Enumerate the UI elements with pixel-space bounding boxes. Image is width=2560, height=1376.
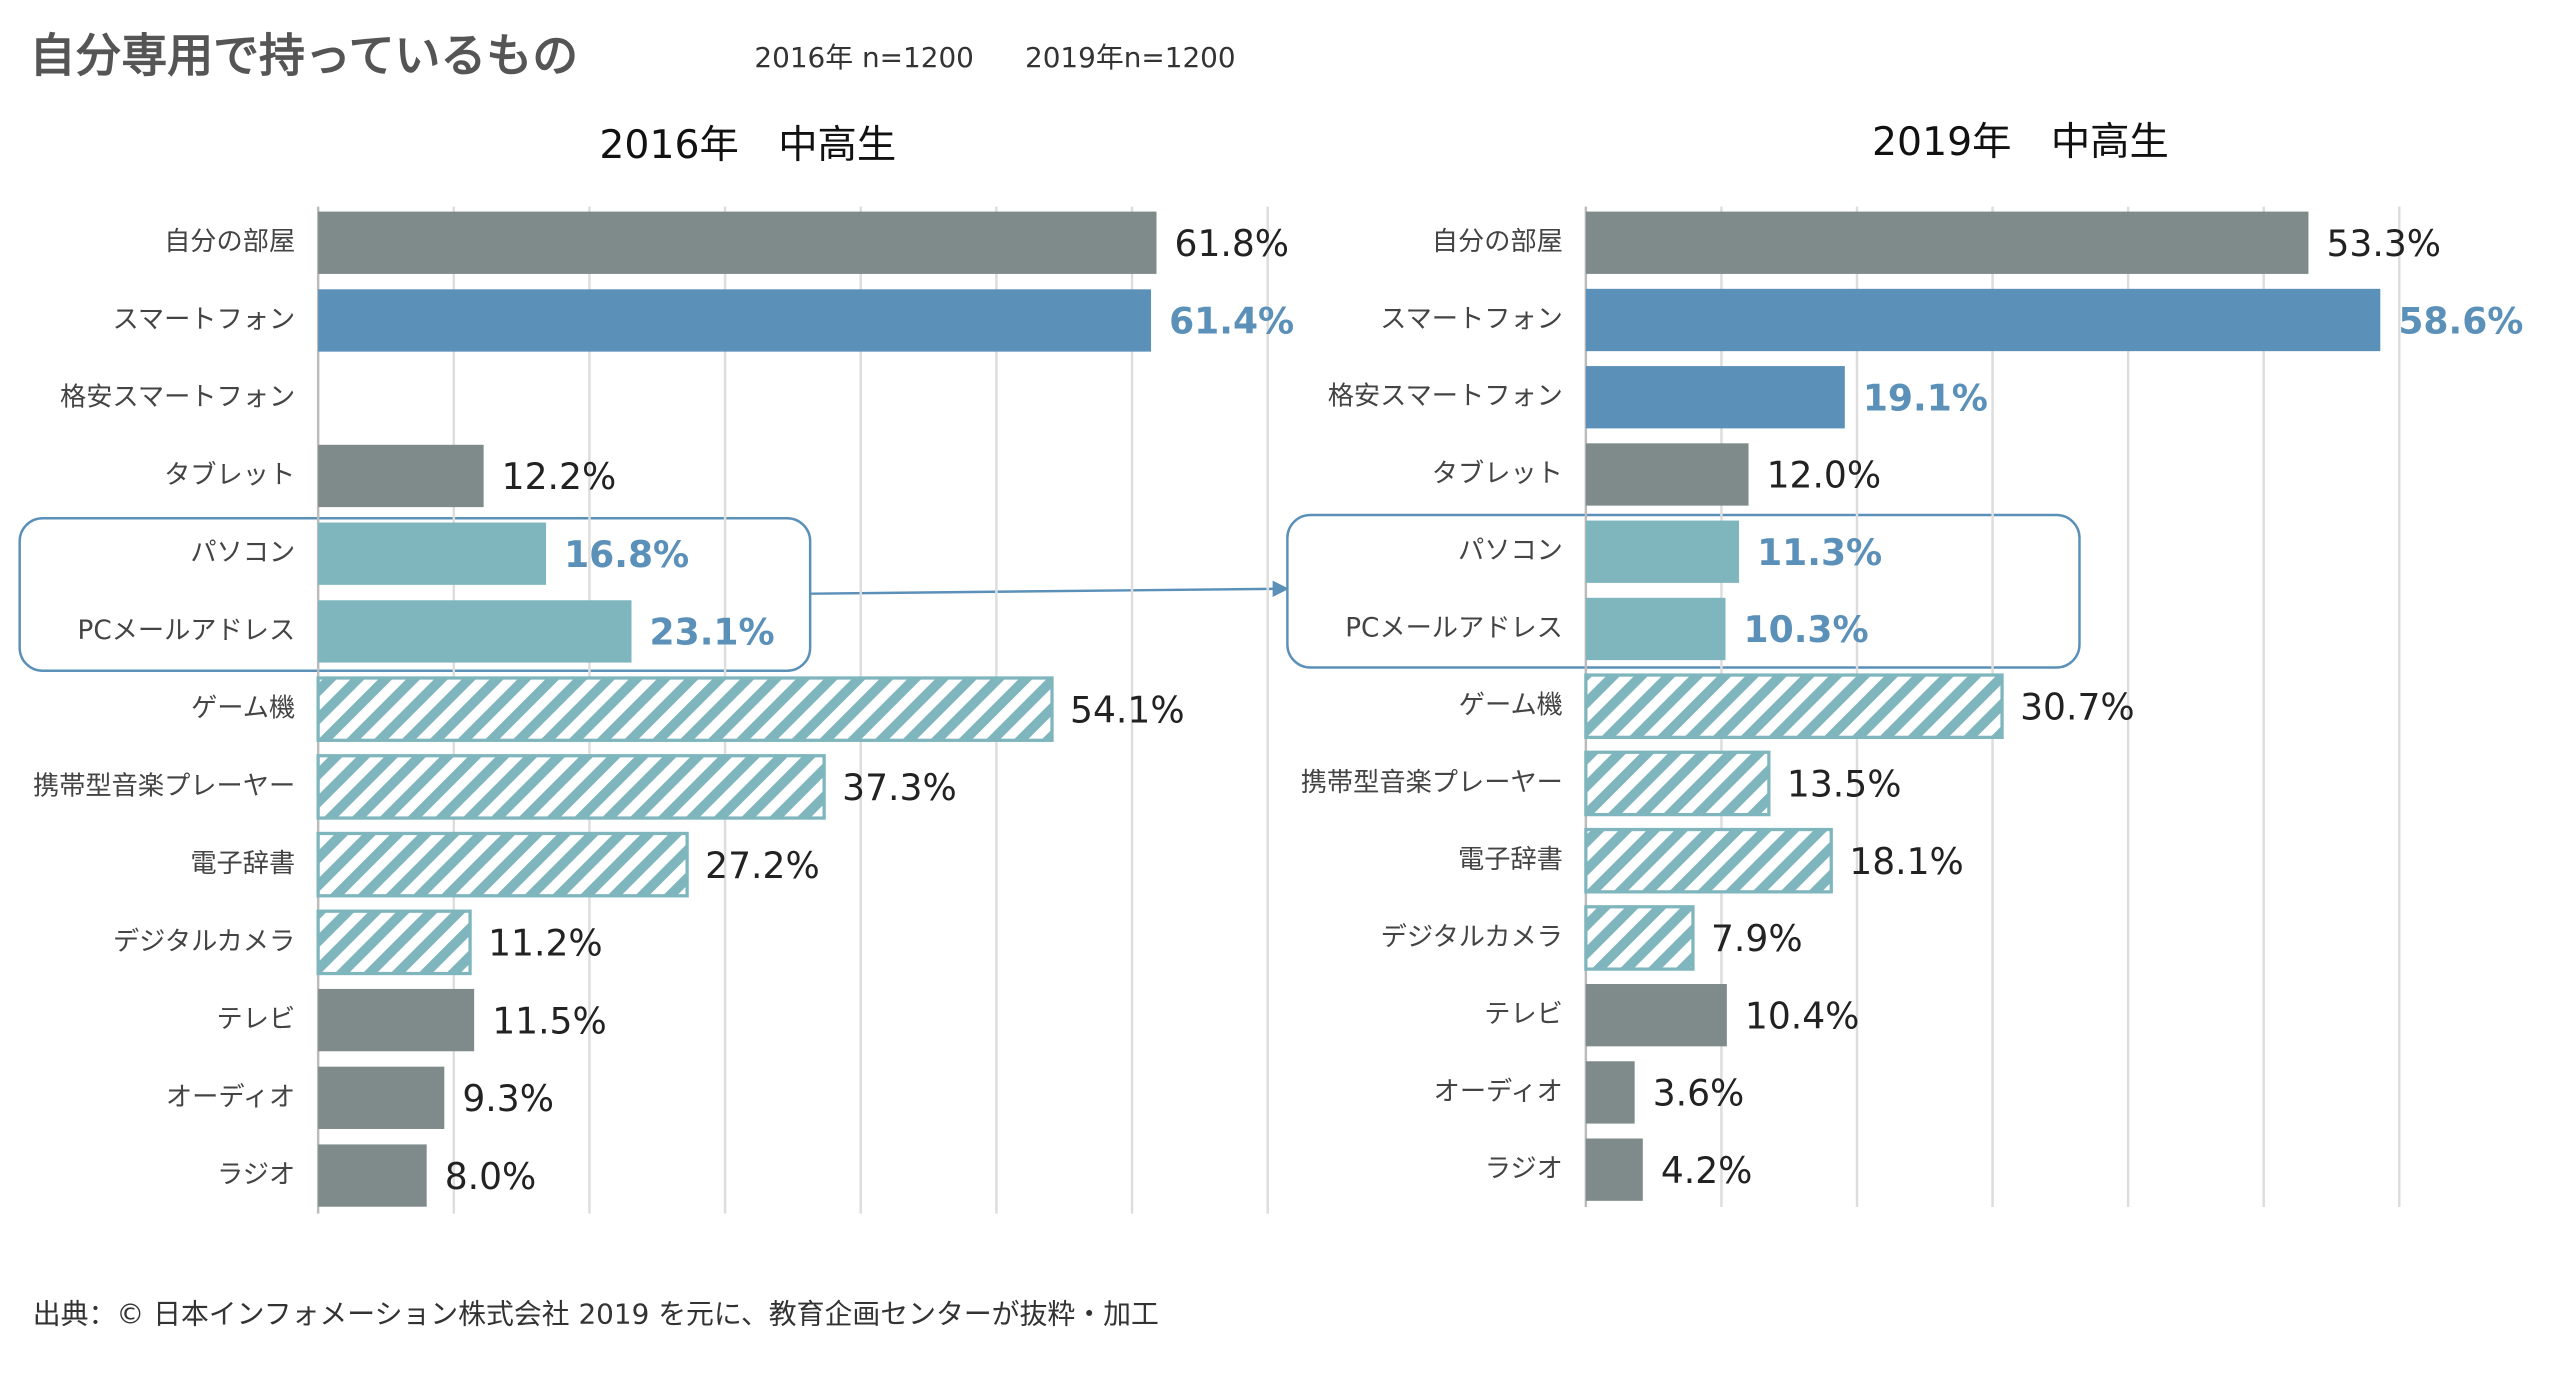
bar: [316, 831, 689, 898]
bar: [1585, 520, 1740, 583]
value-label: 11.3%: [1757, 532, 1882, 574]
category-label: ゲーム機: [1459, 691, 1563, 721]
bar: [318, 600, 632, 663]
value-label: 7.9%: [1711, 918, 1803, 960]
chart-title: 2016年 中高生: [599, 122, 896, 168]
category-label: スマートフォン: [1380, 304, 1563, 334]
category-label: テレビ: [217, 1005, 296, 1035]
chart-title: 2019年 中高生: [1872, 119, 2169, 165]
category-label: 携帯型音楽プレーヤー: [33, 771, 295, 801]
highlight-box: [1286, 513, 2081, 669]
category-label: 自分の部屋: [1432, 227, 1563, 257]
value-label: 10.4%: [1745, 995, 1860, 1037]
bar: [1585, 288, 2381, 352]
category-label: ラジオ: [1485, 1154, 1563, 1184]
value-label: 23.1%: [650, 612, 775, 654]
bar: [1584, 673, 2004, 740]
value-label: 3.6%: [1653, 1073, 1745, 1115]
bar: [318, 211, 1157, 274]
value-label: 16.8%: [564, 534, 689, 576]
bar: [316, 676, 1054, 742]
category-label: PCメールアドレス: [78, 616, 296, 646]
bar: [1585, 211, 2309, 274]
category-label: オーディオ: [1434, 1077, 1563, 1107]
bar: [1585, 443, 1749, 506]
value-label: 37.3%: [842, 767, 957, 809]
arrow: [810, 587, 1276, 595]
value-label: 30.7%: [2020, 686, 2135, 728]
category-label: デジタルカメラ: [113, 927, 295, 957]
value-label: 58.6%: [2398, 300, 2523, 342]
category-label: 格安スマートフォン: [60, 383, 295, 413]
value-label: 54.1%: [1070, 689, 1185, 731]
value-label: 61.4%: [1169, 301, 1294, 343]
category-label: パソコン: [190, 538, 295, 568]
category-label: デジタルカメラ: [1381, 922, 1563, 952]
category-label: 格安スマートフォン: [1328, 382, 1563, 412]
bar: [1585, 1061, 1635, 1124]
bar: [1585, 597, 1726, 661]
category-label: タブレット: [1432, 459, 1563, 489]
bar: [1584, 827, 1833, 894]
bar: [318, 522, 547, 585]
category-label: ゲーム機: [191, 694, 295, 724]
bar: [318, 444, 484, 508]
bar: [318, 289, 1152, 352]
value-label: 61.8%: [1175, 223, 1290, 265]
value-label: 12.2%: [502, 456, 617, 498]
value-label: 10.3%: [1744, 609, 1869, 651]
value-label: 4.2%: [1661, 1150, 1753, 1192]
category-label: スマートフォン: [112, 305, 295, 335]
category-label: パソコン: [1458, 536, 1563, 566]
bar: [1585, 984, 1727, 1047]
category-label: 電子辞書: [1458, 845, 1563, 875]
value-label: 9.3%: [462, 1078, 554, 1120]
category-label: オーディオ: [166, 1082, 295, 1112]
category-label: 電子辞書: [190, 849, 295, 879]
category-label: ラジオ: [217, 1160, 295, 1190]
bar: [1585, 366, 1845, 429]
value-label: 12.0%: [1767, 455, 1882, 497]
value-label: 19.1%: [1863, 378, 1988, 420]
value-label: 11.2%: [488, 923, 603, 965]
page-title: 自分専用で持っているもの: [30, 29, 579, 83]
category-label: タブレット: [164, 460, 295, 490]
sample-note: 2016年 n=1200: [754, 41, 974, 74]
category-label: PCメールアドレス: [1345, 613, 1563, 643]
value-label: 8.0%: [445, 1156, 537, 1198]
bar: [318, 1066, 445, 1129]
value-label: 27.2%: [705, 845, 820, 887]
category-label: テレビ: [1484, 1000, 1563, 1030]
value-label: 53.3%: [2326, 223, 2441, 265]
arrow-head: [1272, 580, 1290, 597]
value-label: 18.1%: [1849, 841, 1964, 883]
value-label: 13.5%: [1787, 764, 1902, 806]
bar: [1584, 905, 1695, 971]
bar: [316, 754, 826, 820]
bar: [318, 1144, 427, 1207]
bar: [316, 909, 472, 976]
value-label: 11.5%: [492, 1000, 607, 1042]
bar: [318, 988, 475, 1052]
category-label: 携帯型音楽プレーヤー: [1301, 768, 1563, 798]
sample-note: 2019年n=1200: [1025, 41, 1236, 74]
bar: [1584, 750, 1771, 817]
source-note: 出典：© 日本インフォメーション株式会社 2019 を元に、教育企画センターが抜…: [33, 1297, 1159, 1330]
bar: [1585, 1138, 1643, 1201]
category-label: 自分の部屋: [164, 227, 295, 257]
highlight-box: [18, 517, 812, 673]
